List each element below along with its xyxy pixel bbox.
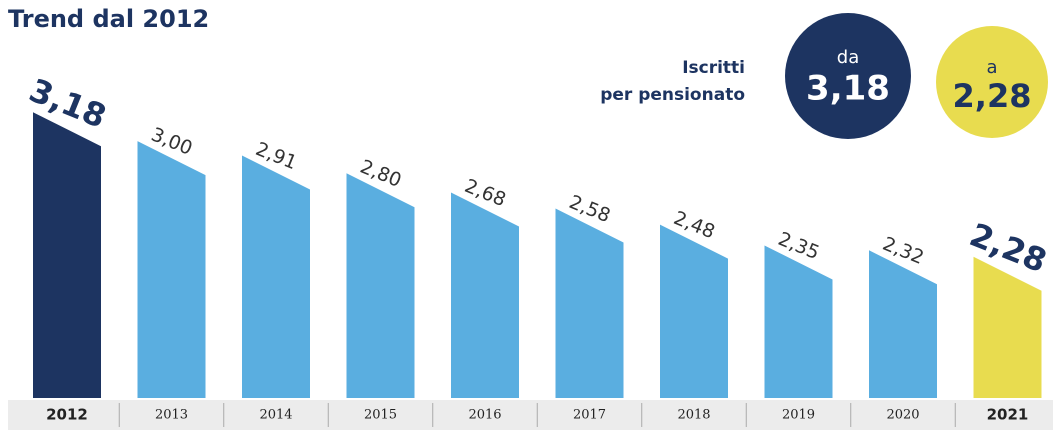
bar <box>137 141 206 398</box>
bar <box>242 155 310 398</box>
bar <box>869 250 937 398</box>
year-strip <box>8 400 1053 430</box>
bar <box>764 245 833 398</box>
x-tick-label: 2016 <box>468 408 501 423</box>
bar <box>660 224 728 398</box>
badge-value: 2,28 <box>953 77 1032 115</box>
x-tick-label: 2017 <box>573 408 606 423</box>
to-badge <box>936 26 1048 138</box>
x-tick-label: 2020 <box>886 408 919 423</box>
badge-value: 3,18 <box>806 69 890 109</box>
x-tick-label: 2012 <box>46 406 88 424</box>
bar <box>555 208 624 398</box>
x-tick-label: 2015 <box>364 408 397 423</box>
x-tick-label: 2018 <box>677 408 710 423</box>
x-tick-label: 2014 <box>259 408 292 423</box>
bar <box>451 192 519 398</box>
x-tick-label: 2019 <box>782 408 815 423</box>
badge-word: da <box>837 47 859 68</box>
bar <box>346 173 415 398</box>
from-badge <box>785 13 911 139</box>
chart-title: Trend dal 2012 <box>8 5 209 33</box>
badge-word: a <box>986 57 997 78</box>
x-tick-label: 2021 <box>987 406 1029 424</box>
bar <box>33 112 101 398</box>
bar <box>973 256 1042 398</box>
annotation: per pensionato <box>600 85 745 105</box>
annotation: Iscritti <box>682 58 745 78</box>
x-tick-label: 2013 <box>155 408 188 423</box>
